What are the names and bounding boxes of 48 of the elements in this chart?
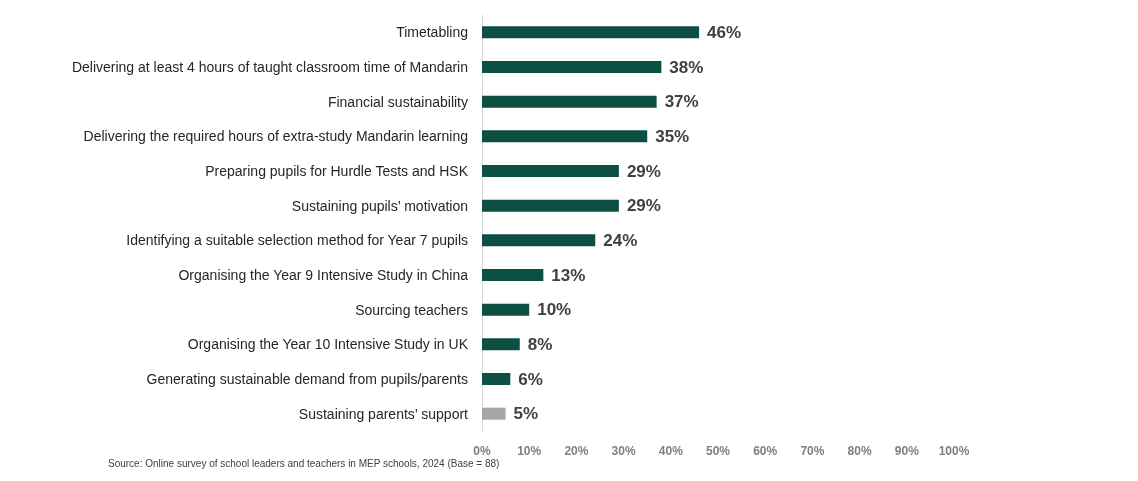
bar [482, 26, 700, 39]
y-tick-label: Organising the Year 9 Intensive Study in China [178, 267, 469, 283]
bar [482, 373, 511, 385]
y-tick-label: Organising the Year 10 Intensive Study in UK [187, 336, 469, 353]
x-tick-label: 20% [564, 444, 589, 458]
data-label: 37% [664, 92, 699, 112]
x-tick-label: 60% [753, 444, 778, 458]
data-label: 46% [707, 22, 742, 42]
bar [482, 303, 530, 316]
bar [482, 338, 520, 351]
data-label: 13% [551, 265, 586, 285]
x-tick-label: 0% [473, 444, 491, 458]
y-tick-label: Timetabling [396, 24, 468, 41]
data-label: 6% [518, 369, 543, 389]
source-note: Source: Online survey of school leaders and teachers in MEP schools, 2024 (Base = 88) [108, 457, 500, 469]
data-label: 24% [603, 230, 638, 250]
x-tick-label: 100% [938, 444, 970, 458]
x-tick-label: 50% [705, 444, 731, 458]
x-tick-label: 70% [800, 444, 825, 458]
x-tick-label: 90% [894, 444, 920, 458]
data-label: 5% [513, 404, 539, 424]
bar [482, 95, 657, 108]
data-label: 38% [669, 57, 704, 77]
x-tick-label: 80% [847, 444, 872, 458]
y-tick-label: Financial sustainability [327, 93, 468, 110]
data-label: 29% [626, 161, 661, 181]
bar [482, 269, 544, 281]
y-tick-label: Sustaining parents’ support [298, 405, 469, 422]
bar [482, 130, 648, 143]
data-label: 8% [527, 334, 553, 354]
y-tick-label: Generating sustainable demand from pupils/parents [146, 371, 468, 387]
bar [482, 61, 662, 73]
data-label: 29% [626, 196, 661, 216]
y-tick-label: Sustaining pupils’ motivation [291, 197, 468, 214]
y-tick-label: Sourcing teachers [355, 301, 468, 318]
bar [482, 199, 619, 212]
y-tick-label: Preparing pupils for Hurdle Tests and HSK [205, 163, 469, 179]
bar [482, 165, 619, 177]
x-tick-label: 40% [658, 444, 684, 458]
data-label: 10% [537, 300, 572, 320]
y-tick-label: Delivering at least 4 hours of taught classroom time of Mandarin [71, 59, 468, 75]
y-tick-label: Delivering the required hours of extra-study Mandarin learning [83, 128, 468, 145]
y-tick-label: Identifying a suitable selection method for Year 7 pupils [126, 232, 468, 249]
bar [482, 407, 506, 420]
x-tick-label: 30% [611, 444, 636, 458]
data-label: 35% [655, 126, 690, 146]
x-tick-label: 10% [517, 444, 542, 458]
bar [482, 234, 596, 247]
